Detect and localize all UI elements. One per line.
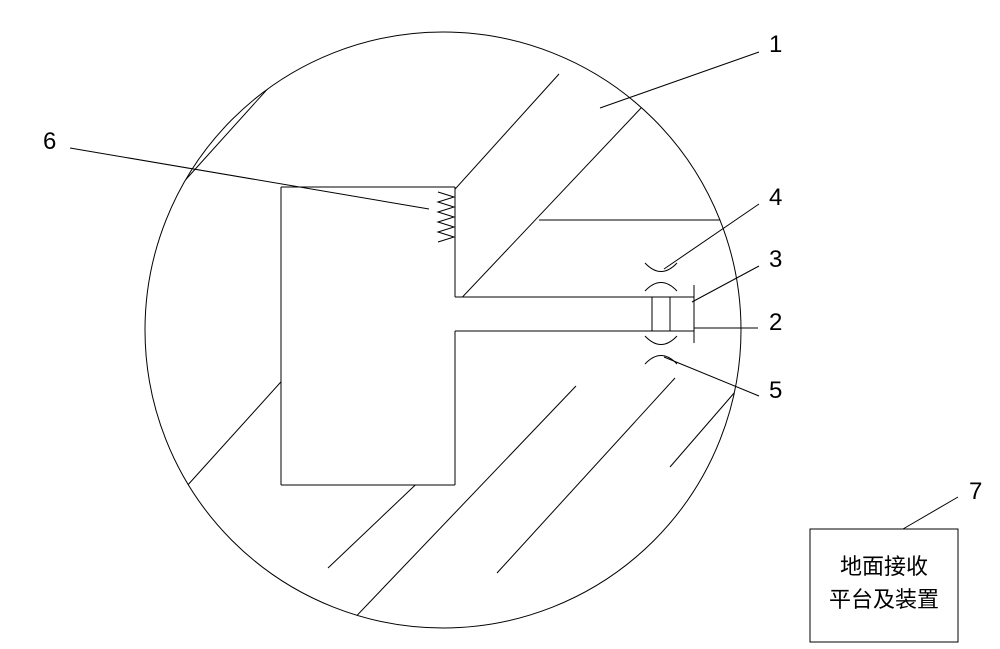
label-1: 1 bbox=[769, 31, 782, 58]
leader-3 bbox=[692, 266, 759, 302]
label-7: 7 bbox=[969, 478, 982, 505]
receiver-text-2: 平台及装置 bbox=[829, 587, 939, 612]
bracket-fill bbox=[281, 187, 455, 485]
technical-diagram-svg: 1 6 4 3 2 5 7 地面接收平台及装置 bbox=[0, 0, 1000, 644]
label-6: 6 bbox=[43, 128, 56, 155]
leader-4 bbox=[664, 204, 759, 269]
hatch-group bbox=[180, 74, 735, 628]
leader-6 bbox=[70, 148, 429, 209]
bowtie-bottom-b bbox=[645, 356, 677, 365]
receiver-box bbox=[810, 529, 958, 642]
label-2: 2 bbox=[769, 309, 782, 336]
leader-5 bbox=[664, 357, 759, 396]
bowtie-top-a bbox=[645, 263, 677, 272]
leader-1 bbox=[600, 52, 759, 108]
label-3: 3 bbox=[769, 246, 782, 273]
label-5: 5 bbox=[769, 377, 782, 404]
receiver-text-1: 地面接收 bbox=[840, 554, 928, 579]
label-4: 4 bbox=[769, 184, 782, 211]
leader-7 bbox=[903, 497, 958, 529]
diagram-container: 1 6 4 3 2 5 7 地面接收平台及装置 bbox=[0, 0, 1000, 644]
